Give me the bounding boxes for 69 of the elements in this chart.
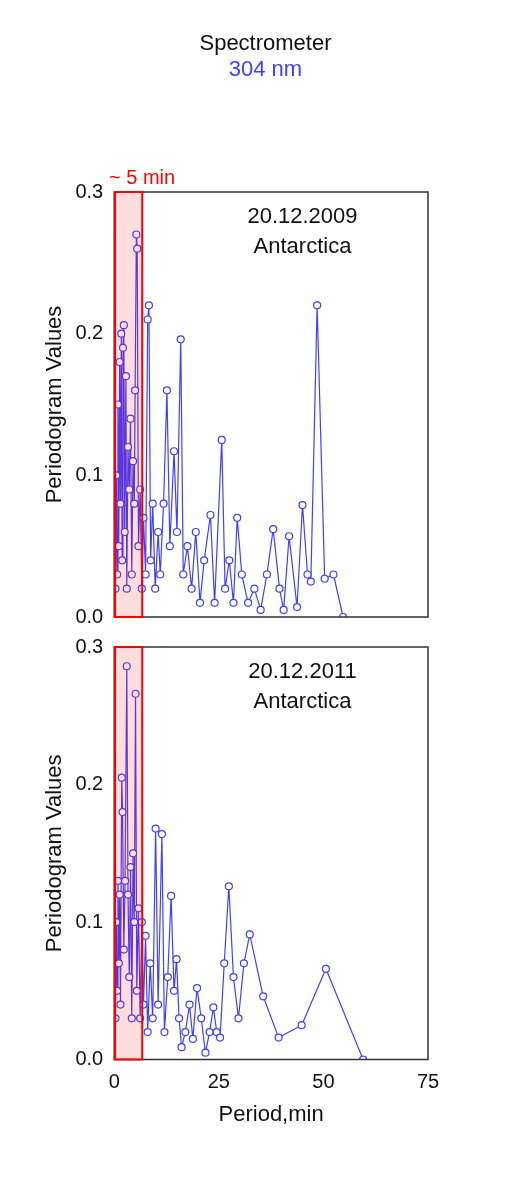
point bbox=[172, 955, 181, 964]
x-tick-label: 0 bbox=[108, 1070, 120, 1093]
y-tick-label: 0.0 bbox=[75, 604, 104, 627]
x-tick-label: 75 bbox=[416, 1070, 440, 1093]
point bbox=[297, 1021, 306, 1030]
point bbox=[143, 1027, 152, 1037]
point bbox=[126, 862, 135, 872]
band-label: ~ 5 min bbox=[109, 165, 176, 188]
point bbox=[125, 972, 134, 982]
point bbox=[122, 662, 131, 671]
x-tick-label: 25 bbox=[207, 1070, 230, 1093]
point bbox=[209, 1003, 218, 1012]
point bbox=[151, 824, 160, 833]
point bbox=[131, 689, 140, 698]
point bbox=[215, 1033, 225, 1042]
point bbox=[201, 1048, 210, 1057]
point bbox=[177, 1043, 186, 1052]
point bbox=[220, 959, 229, 968]
point bbox=[212, 1027, 221, 1037]
point bbox=[229, 972, 238, 982]
chart-title: Spectrometer bbox=[198, 30, 333, 56]
point bbox=[120, 876, 130, 885]
y-axis-title: Periodogram Values bbox=[41, 305, 67, 504]
point bbox=[127, 1014, 136, 1023]
y-axis-title: Periodogram Values bbox=[41, 754, 67, 953]
point bbox=[146, 959, 155, 968]
point bbox=[245, 930, 254, 939]
point bbox=[185, 1000, 194, 1009]
annotation: Antarctica bbox=[253, 688, 353, 714]
point bbox=[163, 972, 172, 982]
point bbox=[130, 917, 139, 927]
point bbox=[259, 992, 268, 1001]
y-tick-label: 0.2 bbox=[75, 772, 104, 795]
y-tick-label: 0.3 bbox=[75, 634, 104, 657]
point bbox=[224, 882, 233, 891]
annotation: 20.12.2011 bbox=[248, 658, 357, 684]
point bbox=[116, 1000, 125, 1009]
y-tick-label: 0.1 bbox=[75, 462, 104, 485]
point bbox=[192, 983, 202, 993]
point bbox=[128, 849, 138, 858]
point bbox=[321, 964, 331, 973]
point bbox=[239, 959, 249, 968]
point bbox=[169, 986, 179, 995]
point bbox=[115, 890, 124, 899]
point bbox=[117, 773, 126, 782]
point bbox=[154, 1000, 163, 1009]
x-tick-label: 50 bbox=[312, 1070, 335, 1093]
point bbox=[132, 986, 141, 995]
y-tick-label: 0.3 bbox=[75, 179, 104, 202]
point bbox=[118, 807, 127, 817]
annotation: 20.12.2009 bbox=[247, 203, 358, 229]
y-tick-label: 0.1 bbox=[75, 909, 104, 932]
point bbox=[234, 1014, 243, 1023]
chart-subtitle: 304 nm bbox=[227, 56, 304, 82]
point bbox=[174, 1014, 184, 1023]
point bbox=[148, 1014, 157, 1023]
point bbox=[123, 890, 133, 899]
point bbox=[157, 829, 166, 839]
point bbox=[205, 1027, 214, 1037]
y-tick-label: 0.2 bbox=[75, 321, 104, 344]
annotation: Antarctica bbox=[253, 233, 353, 259]
point bbox=[274, 1033, 283, 1042]
point bbox=[167, 891, 176, 901]
x-axis-title: Period,min bbox=[218, 1100, 324, 1126]
y-tick-label: 0.0 bbox=[75, 1047, 104, 1070]
point bbox=[197, 1014, 206, 1023]
point bbox=[160, 1027, 169, 1037]
point bbox=[181, 1027, 190, 1037]
point bbox=[188, 1034, 197, 1044]
